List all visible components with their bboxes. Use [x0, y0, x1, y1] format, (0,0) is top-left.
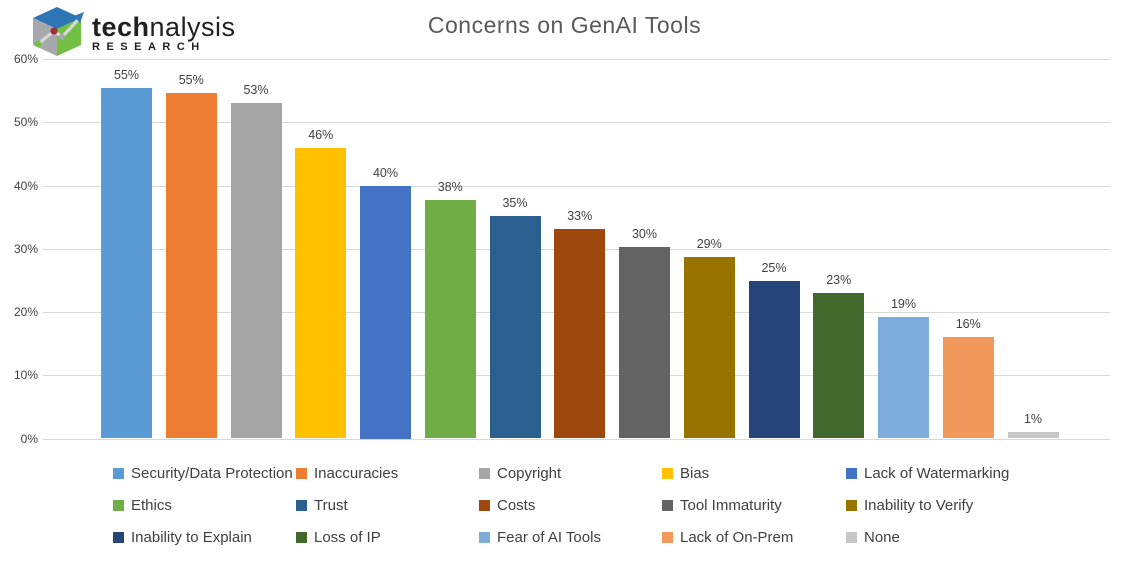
bar-value-label: 46%	[308, 128, 334, 143]
bar-value-label: 23%	[826, 273, 852, 288]
legend-label: None	[864, 528, 900, 546]
legend-label: Costs	[497, 496, 536, 514]
y-axis-tick-label: 0%	[20, 431, 38, 446]
brand-name-bold: tech	[92, 12, 150, 42]
y-axis-tick-label: 40%	[13, 178, 38, 193]
legend-swatch	[113, 499, 124, 511]
chart-title: Concerns on GenAI Tools	[427, 12, 702, 38]
legend-item-security-data-protection: Security/Data Protection	[113, 463, 293, 483]
legend-item-fear-of-ai-tools: Fear of AI Tools	[479, 527, 601, 547]
bar-value-label: 35%	[502, 195, 528, 210]
legend-item-inability-to-explain: Inability to Explain	[113, 527, 252, 547]
gridline	[43, 185, 1110, 187]
legend-label: Inability to Explain	[131, 528, 252, 546]
legend-label: Loss of IP	[314, 528, 381, 546]
legend-item-trust: Trust	[296, 495, 348, 515]
bar-value-label: 19%	[890, 297, 917, 312]
legend-item-lack-of-watermarking: Lack of Watermarking	[846, 463, 1009, 483]
legend-item-copyright: Copyright	[479, 463, 561, 483]
bar-lack-of-on-prem	[942, 337, 994, 439]
legend-label: Inability to Verify	[864, 496, 974, 514]
bar-value-label: 16%	[955, 317, 981, 332]
bar-value-label: 29%	[696, 236, 722, 251]
legend-swatch	[479, 467, 490, 479]
technalysis-logo: technalysis RESEARCH	[30, 6, 236, 58]
bar-value-label: 25%	[761, 261, 787, 275]
legend-swatch	[296, 467, 307, 479]
legend-label: Tool Immaturity	[680, 496, 782, 514]
legend-item-tool-immaturity: Tool Immaturity	[662, 495, 782, 515]
bar-loss-of-ip	[813, 293, 865, 439]
legend-swatch	[479, 531, 490, 543]
legend-swatch	[296, 531, 307, 543]
legend-label: Lack of Watermarking	[864, 464, 1010, 482]
brand-name-rest: nalysis	[149, 12, 236, 42]
legend-label: Security/Data Protection	[131, 464, 293, 482]
legend-swatch	[113, 467, 124, 479]
bar-none	[1007, 432, 1059, 439]
y-axis-tick-label: 50%	[13, 115, 38, 130]
gridline	[43, 59, 1110, 60]
bar-inaccuracies	[165, 92, 217, 439]
bar-value-label: 40%	[372, 165, 399, 180]
legend-label: Copyright	[497, 464, 562, 482]
bar-value-label: 55%	[178, 72, 204, 87]
y-axis-tick-label: 30%	[13, 241, 38, 256]
legend-label: Inaccuracies	[314, 464, 399, 482]
legend-label: Ethics	[131, 496, 172, 514]
legend-item-loss-of-ip: Loss of IP	[296, 527, 381, 547]
legend-item-bias: Bias	[662, 463, 709, 483]
bar-value-label: 33%	[567, 208, 593, 223]
bar-inability-to-explain	[748, 281, 800, 439]
bar-value-label: 55%	[113, 68, 140, 83]
legend-item-inaccuracies: Inaccuracies	[296, 463, 398, 483]
legend-label: Fear of AI Tools	[497, 528, 601, 546]
gridline	[43, 438, 1110, 440]
bar-tool-immaturity	[619, 247, 670, 439]
legend-item-inability-to-verify: Inability to Verify	[846, 495, 973, 515]
logo-cube-icon	[30, 6, 86, 58]
bar-inability-to-verify	[683, 256, 735, 439]
gridline	[43, 122, 1110, 124]
legend-swatch	[479, 499, 490, 511]
legend-swatch	[846, 467, 857, 479]
bar-costs	[554, 228, 606, 439]
bar-lack-of-watermarking	[360, 185, 411, 439]
y-axis-tick-label: 20%	[13, 305, 38, 319]
legend-label: Bias	[680, 464, 710, 482]
legend-swatch	[846, 499, 857, 511]
legend-item-costs: Costs	[479, 495, 535, 515]
bar-value-label: 30%	[631, 227, 658, 242]
legend-swatch	[662, 467, 673, 479]
brand-name: technalysis	[92, 12, 236, 42]
y-axis-tick-label: 10%	[13, 368, 38, 383]
legend-item-none: None	[846, 527, 900, 547]
bar-bias	[295, 148, 347, 439]
bar-security-data-protection	[101, 88, 152, 439]
bar-ethics	[424, 200, 476, 439]
legend-swatch	[296, 499, 307, 511]
legend-label: Trust	[314, 496, 348, 514]
brand-research: RESEARCH	[92, 41, 206, 53]
legend-label: Lack of On-Prem	[680, 528, 794, 546]
y-axis-tick-label: 60%	[13, 52, 38, 66]
legend-swatch	[662, 531, 673, 543]
bar-fear-of-ai-tools	[878, 317, 929, 439]
bar-copyright	[230, 103, 282, 439]
legend-swatch	[846, 531, 857, 543]
bar-value-label: 53%	[243, 83, 269, 98]
bar-value-label: 38%	[437, 180, 463, 195]
bar-value-label: 1%	[1023, 412, 1043, 427]
legend-item-ethics: Ethics	[113, 495, 172, 515]
legend-swatch	[113, 531, 124, 543]
bar-trust	[489, 215, 541, 439]
legend-item-lack-of-on-prem: Lack of On-Prem	[662, 527, 793, 547]
legend-swatch	[662, 499, 673, 511]
